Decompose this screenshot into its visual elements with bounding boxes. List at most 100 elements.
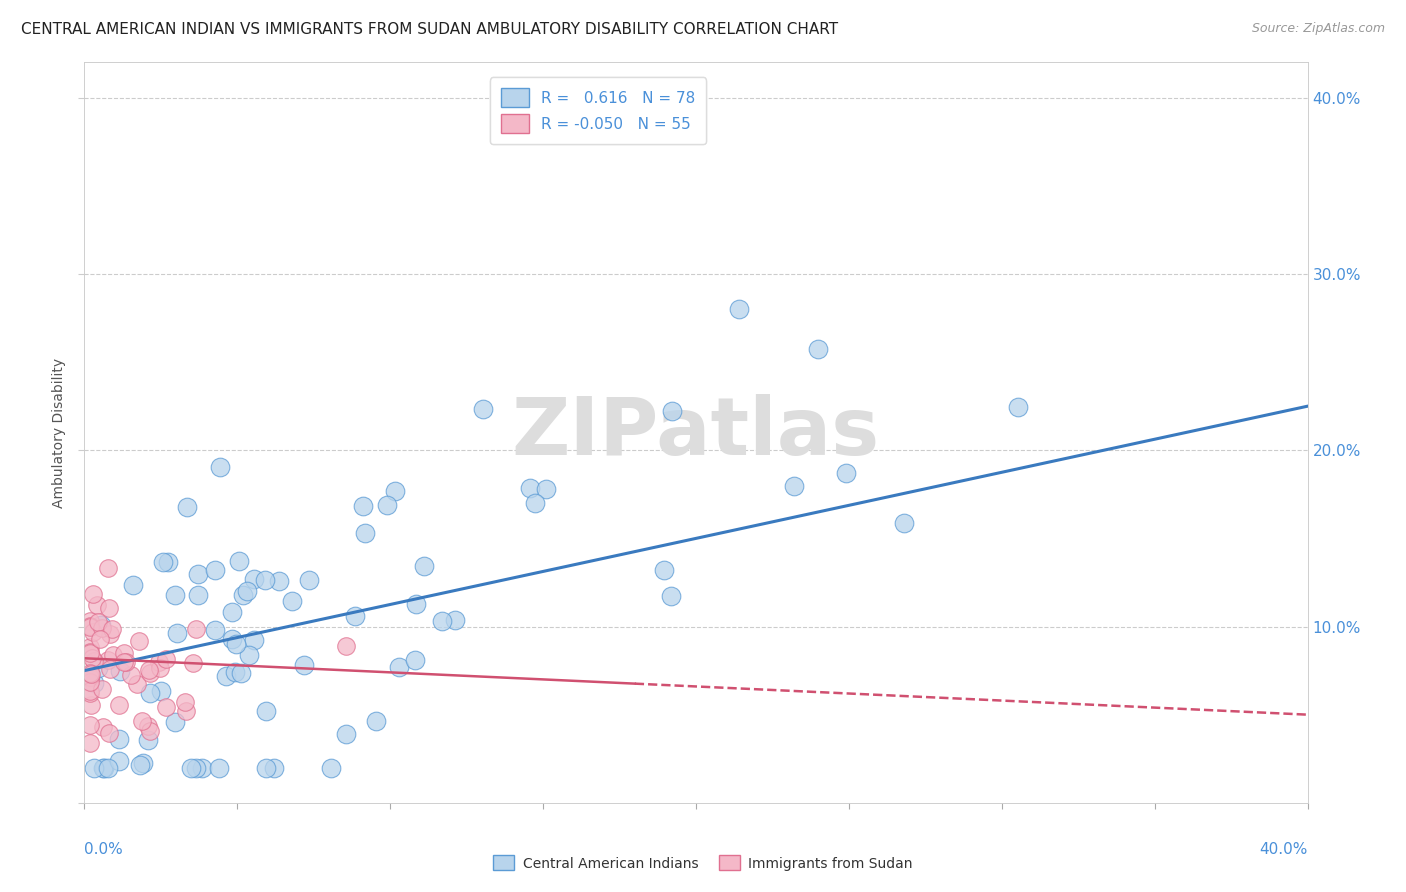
- Point: [120, 668, 142, 682]
- Point: [519, 481, 541, 495]
- Text: CENTRAL AMERICAN INDIAN VS IMMIGRANTS FROM SUDAN AMBULATORY DISABILITY CORRELATI: CENTRAL AMERICAN INDIAN VS IMMIGRANTS FR…: [21, 22, 838, 37]
- Point: [91, 720, 114, 734]
- Point: [534, 482, 557, 496]
- Point: [187, 566, 209, 581]
- Point: [254, 574, 277, 588]
- Point: [267, 574, 290, 588]
- Point: [413, 559, 436, 574]
- Point: [138, 733, 160, 747]
- Point: [97, 561, 120, 575]
- Point: [238, 648, 260, 662]
- Point: [80, 666, 103, 681]
- Point: [523, 496, 546, 510]
- Text: ZIPatlas: ZIPatlas: [512, 393, 880, 472]
- Point: [364, 714, 387, 729]
- Point: [807, 343, 830, 357]
- Point: [97, 726, 120, 740]
- Point: [152, 556, 174, 570]
- Point: [204, 624, 226, 638]
- Point: [186, 588, 208, 602]
- Point: [108, 754, 131, 768]
- Point: [90, 618, 112, 632]
- Point: [132, 756, 155, 771]
- Point: [98, 662, 121, 676]
- Point: [89, 632, 111, 647]
- Point: [254, 705, 277, 719]
- Point: [82, 624, 104, 639]
- Point: [166, 626, 188, 640]
- Point: [834, 466, 856, 480]
- Point: [281, 594, 304, 608]
- Text: 0.0%: 0.0%: [84, 842, 124, 856]
- Point: [82, 651, 104, 665]
- Point: [114, 646, 136, 660]
- Point: [156, 555, 179, 569]
- Point: [254, 760, 277, 774]
- Point: [661, 403, 683, 417]
- Point: [114, 655, 136, 669]
- Point: [184, 760, 207, 774]
- Point: [292, 657, 315, 672]
- Point: [79, 645, 101, 659]
- Point: [127, 677, 149, 691]
- Point: [298, 573, 321, 587]
- Point: [79, 736, 101, 750]
- Point: [86, 598, 108, 612]
- Point: [90, 621, 112, 635]
- Point: [112, 655, 135, 669]
- Point: [83, 760, 105, 774]
- Point: [471, 402, 494, 417]
- Point: [79, 646, 101, 660]
- Point: [86, 661, 108, 675]
- Point: [155, 700, 177, 714]
- Point: [163, 589, 186, 603]
- Point: [243, 633, 266, 648]
- Point: [221, 632, 243, 646]
- Point: [343, 608, 366, 623]
- Point: [97, 653, 120, 667]
- Point: [893, 516, 915, 530]
- Point: [221, 605, 243, 619]
- Point: [243, 572, 266, 586]
- Point: [79, 674, 101, 689]
- Point: [224, 665, 246, 679]
- Point: [97, 601, 120, 615]
- Legend: Central American Indians, Immigrants from Sudan: Central American Indians, Immigrants fro…: [488, 850, 918, 876]
- Point: [232, 588, 254, 602]
- Point: [100, 626, 122, 640]
- Point: [79, 619, 101, 633]
- Point: [180, 760, 202, 774]
- Point: [83, 654, 105, 668]
- Point: [319, 760, 342, 774]
- Point: [100, 623, 122, 637]
- Point: [80, 698, 103, 712]
- Point: [79, 718, 101, 732]
- Point: [87, 615, 110, 629]
- Point: [335, 727, 357, 741]
- Point: [388, 659, 411, 673]
- Point: [176, 704, 198, 718]
- Point: [79, 670, 101, 684]
- Point: [190, 760, 212, 774]
- Point: [131, 714, 153, 728]
- Point: [91, 682, 114, 697]
- Point: [155, 652, 177, 666]
- Legend: R =   0.616   N = 78, R = -0.050   N = 55: R = 0.616 N = 78, R = -0.050 N = 55: [491, 78, 706, 144]
- Point: [101, 648, 124, 662]
- Point: [443, 613, 465, 627]
- Point: [405, 597, 427, 611]
- Text: 40.0%: 40.0%: [1260, 842, 1308, 856]
- Point: [173, 695, 195, 709]
- Point: [352, 499, 374, 513]
- Point: [97, 760, 120, 774]
- Point: [79, 666, 101, 681]
- Point: [652, 563, 675, 577]
- Point: [163, 715, 186, 730]
- Point: [335, 640, 357, 654]
- Y-axis label: Ambulatory Disability: Ambulatory Disability: [52, 358, 66, 508]
- Text: Source: ZipAtlas.com: Source: ZipAtlas.com: [1251, 22, 1385, 36]
- Point: [204, 563, 226, 577]
- Point: [79, 671, 101, 685]
- Point: [93, 760, 115, 774]
- Point: [82, 587, 104, 601]
